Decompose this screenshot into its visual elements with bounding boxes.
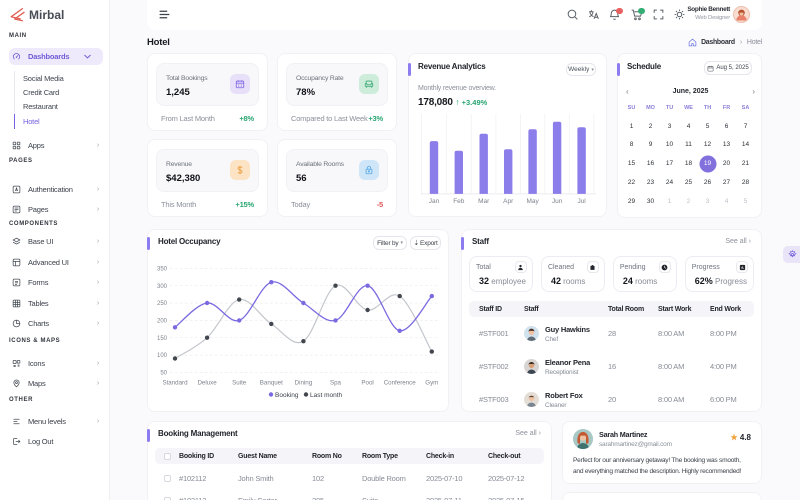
svg-text:Standard: Standard: [162, 380, 188, 387]
svg-text:Dining: Dining: [295, 380, 313, 387]
svg-text:Banquet: Banquet: [260, 380, 283, 387]
svg-text:350: 350: [157, 267, 168, 273]
svg-text:Gym: Gym: [425, 380, 438, 387]
svg-text:Deluxe: Deluxe: [197, 380, 217, 387]
svg-text:50: 50: [160, 371, 167, 377]
svg-text:150: 150: [157, 336, 168, 342]
svg-text:250: 250: [157, 301, 168, 307]
svg-text:Jun: Jun: [552, 198, 563, 205]
svg-text:Feb: Feb: [453, 198, 465, 205]
svg-text:200: 200: [157, 319, 168, 325]
svg-text:Conference: Conference: [384, 380, 417, 387]
svg-text:300: 300: [157, 284, 168, 290]
svg-text:May: May: [526, 198, 539, 205]
svg-text:Mar: Mar: [478, 198, 490, 205]
svg-text:Apr: Apr: [503, 198, 514, 205]
svg-text:Suite: Suite: [232, 380, 247, 387]
svg-text:100: 100: [157, 353, 168, 359]
svg-text:Booking: Booking: [275, 392, 299, 399]
svg-text:Last month: Last month: [310, 392, 343, 399]
svg-text:Jul: Jul: [577, 198, 586, 205]
svg-text:Pool: Pool: [361, 380, 373, 387]
svg-text:Jan: Jan: [429, 198, 440, 205]
svg-text:Spa: Spa: [330, 380, 342, 387]
